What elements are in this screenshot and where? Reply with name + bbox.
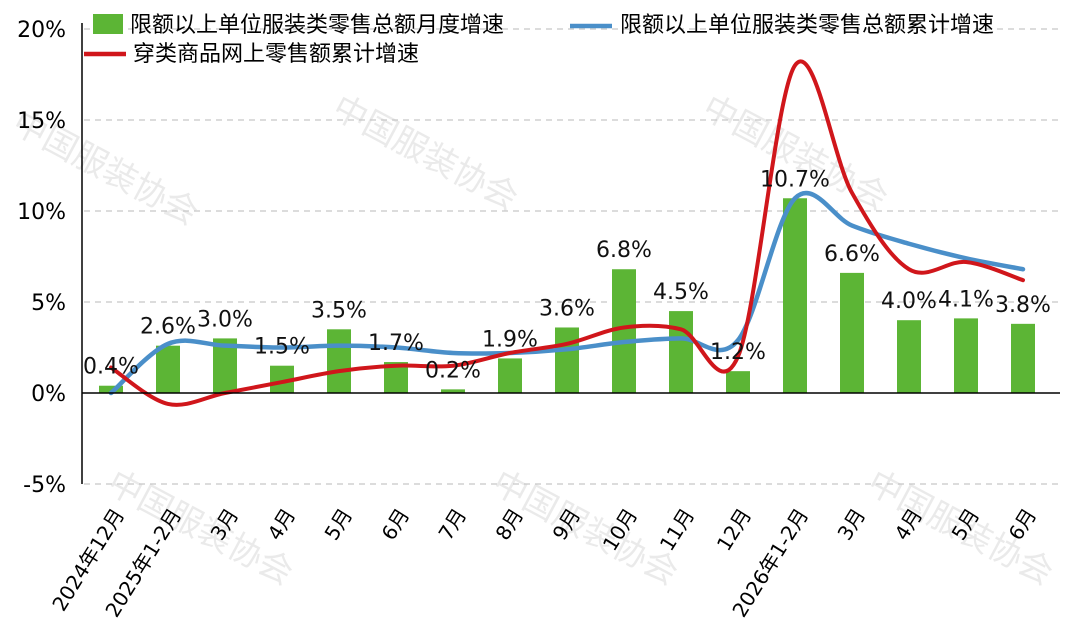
y-tick-label: -5%: [23, 473, 66, 498]
x-tick-label: 7月: [434, 504, 472, 544]
bar-data-label: 1.5%: [254, 335, 310, 360]
legend-label-cumulative: 限额以上单位服装类零售总额累计增速: [620, 13, 994, 38]
bar: [669, 311, 693, 393]
bar-data-label: 1.2%: [710, 340, 766, 365]
line-series: [108, 59, 1026, 407]
x-tick-label: 6月: [377, 504, 415, 544]
bar-data-label: 0.2%: [425, 358, 481, 383]
bar-data-label: 4.1%: [938, 287, 994, 312]
bar-data-label: 3.6%: [539, 296, 595, 321]
watermark-text: 中国服装协会: [326, 88, 525, 219]
y-tick-label: 5%: [31, 291, 66, 316]
bar: [897, 320, 921, 393]
y-tick-label: 0%: [31, 382, 66, 407]
cumulative-line: [108, 190, 1026, 396]
bar: [327, 329, 351, 393]
y-tick-label: 20%: [17, 18, 66, 43]
bar: [783, 198, 807, 393]
bar: [1011, 323, 1035, 393]
bar-data-label: 3.8%: [995, 293, 1051, 318]
bar: [954, 318, 978, 393]
legend-swatch-monthly: [93, 14, 123, 34]
bar: [498, 358, 522, 393]
x-tick-label: 3月: [833, 504, 871, 544]
bar-data-label: 4.0%: [881, 289, 937, 314]
x-tick-label: 12月: [712, 504, 756, 555]
online-line: [109, 59, 1025, 407]
bar-data-label: 10.7%: [760, 167, 830, 192]
bar-data-label: 3.5%: [311, 298, 367, 323]
bar-data-label: 2.6%: [140, 315, 196, 340]
x-tick-label: 5月: [320, 504, 358, 544]
bar: [840, 272, 864, 393]
bar: [156, 345, 180, 393]
bar-data-label: 4.5%: [653, 280, 709, 305]
bar-data-label: 3.0%: [197, 307, 253, 332]
bar-data-label: 6.8%: [596, 238, 652, 263]
bar-series: [99, 198, 1035, 393]
bar-data-label: 6.6%: [824, 242, 880, 267]
bar-data-label: 0.4%: [83, 355, 139, 380]
y-axis: 20% 15% 10% 5% 0% -5%: [17, 18, 83, 498]
grid-lines: [84, 28, 1060, 485]
bar: [99, 385, 123, 393]
bar: [555, 327, 579, 393]
bar-data-label: 1.9%: [482, 327, 538, 352]
x-tick-label: 11月: [655, 504, 699, 555]
bar: [441, 389, 465, 393]
data-labels: 0.4%2.6% 3.0%1.5%3.5%1.7%0.2%1.9%3.6% 6.8%…: [83, 167, 1051, 383]
legend-label-monthly: 限额以上单位服装类零售总额月度增速: [130, 13, 504, 38]
bar: [726, 371, 750, 393]
bar-data-label: 1.7%: [368, 331, 424, 356]
legend: 限额以上单位服装类零售总额月度增速 限额以上单位服装类零售总额累计增速穿类商品网上…: [84, 13, 994, 67]
legend-label-online: 穿类商品网上零售额累计增速: [133, 42, 419, 67]
bar: [612, 269, 636, 393]
y-tick-label: 15%: [17, 109, 66, 134]
y-tick-label: 10%: [17, 200, 66, 225]
x-tick-label: 4月: [263, 504, 301, 544]
